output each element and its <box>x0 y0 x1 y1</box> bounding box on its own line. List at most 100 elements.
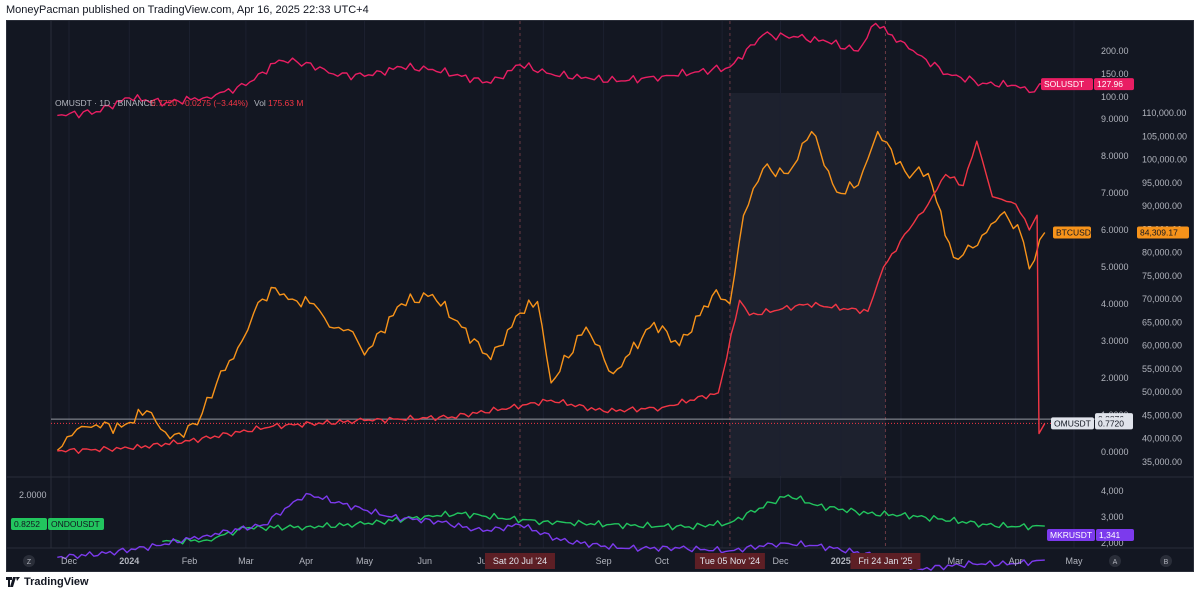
grid-lines <box>7 21 1193 549</box>
btc-y-tick: 80,000.00 <box>1142 248 1182 258</box>
om-y-tick: 5.0000 <box>1101 262 1129 272</box>
legend-vol-label: Vol <box>254 98 266 108</box>
btc-y-tick: 110,000.00 <box>1142 108 1186 118</box>
solusdt-price-label-name: SOLUSDT <box>1044 79 1084 89</box>
om-y-tick: 4.0000 <box>1101 299 1129 309</box>
date-marker-bg <box>694 553 765 569</box>
btcusd-value: 84,309.17 <box>1140 228 1178 238</box>
x-axis-label: 2025 <box>831 556 851 566</box>
om-last-value: 0.7720 <box>1098 418 1124 428</box>
sol-y-tick: 100.00 <box>1101 92 1129 102</box>
btc-y-tick: 40,000.00 <box>1142 434 1182 444</box>
mkr-y-tick: 4,000 <box>1101 486 1124 496</box>
mkrusdt-price-label-value: 1,341 <box>1099 530 1121 540</box>
publisher-text: MoneyPacman published on TradingView.com… <box>6 4 369 16</box>
date-marker-bg <box>850 553 921 569</box>
legend-price: 0.7720 <box>151 98 177 108</box>
x-axis-label: Feb <box>182 556 198 566</box>
axis-z-label: Z <box>27 559 32 566</box>
solusdt-price-label-value: 127.96 <box>1097 79 1123 89</box>
legend-vol-value: 175.63 M <box>268 98 303 108</box>
series-layer <box>56 22 1046 571</box>
solusdt-price-label-value-bg <box>1094 78 1134 91</box>
axis-a-label: A <box>1113 559 1118 566</box>
btc-y-tick: 100,000.00 <box>1142 155 1187 165</box>
ondousdt-price-label: 0.8252 ONDOUSDT <box>11 518 104 530</box>
btc-y-tick: 65,000.00 <box>1142 317 1182 327</box>
sol-y-tick: 150.00 <box>1101 69 1129 79</box>
x-axis-label: Jun <box>417 556 432 566</box>
btcusd-name-label-name: BTCUSD <box>1056 228 1091 238</box>
om-y-tick: 0.0000 <box>1101 447 1129 457</box>
btc-y-tick: 95,000.00 <box>1142 178 1182 188</box>
date-marker-badge: Tue 05 Nov '24 <box>694 553 765 569</box>
legend-symbol: OMUSDT · 1D · BINANCE <box>55 98 156 108</box>
axis-b-button[interactable]: B <box>1160 555 1172 567</box>
chart-background <box>7 21 1193 571</box>
tradingview-footer: TradingView <box>0 572 1200 592</box>
x-axis-label: Mar <box>948 556 964 566</box>
date-marker-bg <box>484 553 555 569</box>
om-y-tick: 3.0000 <box>1101 336 1129 346</box>
om-y-tick: 7.0000 <box>1101 188 1129 198</box>
solusdt-line <box>57 22 1045 119</box>
legend-change: −0.0275 (−3.44%) <box>180 98 248 108</box>
ondo-y-tick: 2.0000 <box>19 490 47 500</box>
x-axis-label: Mar <box>238 556 254 566</box>
ondo-name-bg <box>48 518 104 530</box>
ondo-value-bg <box>11 518 47 530</box>
date-marker-text: Sat 20 Jul '24 <box>493 556 547 566</box>
omusdt-price-label: 0.8876OMUSDT0.7720 <box>1051 413 1133 430</box>
ondo-name: ONDOUSDT <box>51 519 100 529</box>
x-axis-label: May <box>356 556 374 566</box>
date-marker-badge: Sat 20 Jul '24 <box>484 553 555 569</box>
axis-b-label: B <box>1164 559 1169 566</box>
x-axis-label: Sep <box>596 556 612 566</box>
x-axis-label: Jul <box>477 556 489 566</box>
date-marker-text: Fri 24 Jan '25 <box>858 556 912 566</box>
x-axis-label: Dec <box>772 556 789 566</box>
mkrusdt-price-label-value-bg <box>1096 529 1134 541</box>
chart-canvas[interactable]: 200.00 150.00 100.00 9.0000 8.0000 7.0000 6.00… <box>7 21 1194 572</box>
date-marker-badge: Fri 24 Jan '25 <box>850 553 921 569</box>
x-axis-label: Oct <box>655 556 670 566</box>
btc-y-tick: 60,000.00 <box>1142 341 1182 351</box>
btc-y-tick: 45,000.00 <box>1142 410 1182 420</box>
om-name-bg <box>1051 417 1094 430</box>
highlight-range-band <box>729 93 886 476</box>
x-axis-label: Apr <box>299 556 313 566</box>
btcusd-name-label-name-bg <box>1053 226 1091 239</box>
btc-y-tick: 70,000.00 <box>1142 294 1182 304</box>
om-name: OMUSDT <box>1054 418 1091 428</box>
om-y-tick: 8.0000 <box>1101 151 1129 161</box>
chart-frame[interactable]: 200.00 150.00 100.00 9.0000 8.0000 7.0000 6.00… <box>6 20 1194 572</box>
mkrusdt-price-label: MKRUSDT 1,341 <box>1047 529 1134 541</box>
om-last-bg <box>1095 417 1133 430</box>
mkr-y-tick: 3,000 <box>1101 512 1124 522</box>
ondousdt-line <box>162 494 1045 545</box>
btc-y-tick: 90,000.00 <box>1142 201 1182 211</box>
date-marker-text: Tue 05 Nov '24 <box>700 556 760 566</box>
ondo-value: 0.8252 <box>14 519 40 529</box>
mkrusdt-price-label-name: MKRUSDT <box>1050 530 1092 540</box>
price-labels: 200.00 150.00 100.00 9.0000 8.0000 7.0000 6.00… <box>11 46 1189 569</box>
x-axis-label: 2024 <box>119 556 139 566</box>
om-y-tick: 2.0000 <box>1101 373 1129 383</box>
x-axis-label: Dec <box>61 556 78 566</box>
btc-y-tick: 50,000.00 <box>1142 387 1182 397</box>
sol-y-tick: 200.00 <box>1101 46 1129 56</box>
tradingview-brand: TradingView <box>24 576 89 588</box>
mkrusdt-price-label-name-bg <box>1047 529 1095 541</box>
btcusd-value-bg <box>1137 226 1189 239</box>
solusdt-price-label: SOLUSDT 127.96 <box>1041 78 1134 91</box>
publisher-header: MoneyPacman published on TradingView.com… <box>0 0 1200 20</box>
btc-y-tick: 105,000.00 <box>1142 131 1187 141</box>
btc-y-tick: 55,000.00 <box>1142 364 1182 374</box>
axis-z-button[interactable]: Z <box>23 555 35 567</box>
axis-a-button[interactable]: A <box>1109 555 1121 567</box>
btc-y-tick: 35,000.00 <box>1142 457 1182 467</box>
tradingview-logo-icon <box>6 577 20 587</box>
solusdt-price-label-name-bg <box>1041 78 1093 91</box>
x-axis-label: May <box>1065 556 1083 566</box>
om-y-tick: 6.0000 <box>1101 225 1129 235</box>
